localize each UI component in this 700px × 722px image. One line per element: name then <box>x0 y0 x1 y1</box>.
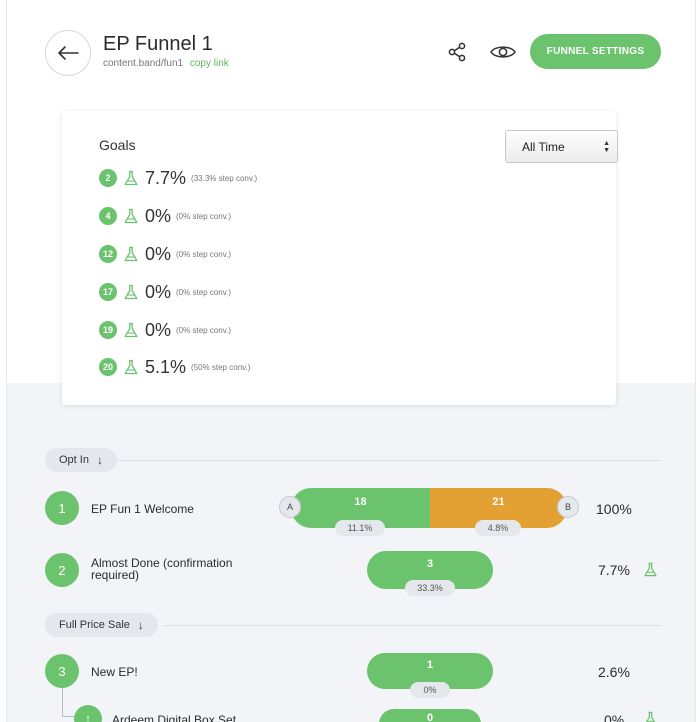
substep-upsell-badge: ↑ <box>74 705 102 722</box>
step-name[interactable]: New EP! <box>91 665 138 679</box>
goal-step-conversion: (50% step conv.) <box>191 362 251 372</box>
goal-percent: 0% <box>145 281 172 302</box>
funnel-settings-button[interactable]: FUNNEL SETTINGS <box>530 34 661 69</box>
section-full-price-sale[interactable]: Full Price Sale ↓ <box>45 613 158 637</box>
flask-icon <box>124 284 138 300</box>
step-conversion: 7.7% <box>598 562 630 578</box>
time-range-select[interactable]: All Time ▲ ▼ <box>505 130 618 163</box>
share-icon[interactable] <box>447 42 467 62</box>
goal-step-conversion: (0% step conv.) <box>176 287 231 297</box>
goal-row: 2 7.7% (33.3% step conv.) <box>99 166 257 190</box>
goal-step-conversion: (0% step conv.) <box>176 325 231 335</box>
funnel-background <box>7 383 695 722</box>
tree-connector <box>62 688 63 717</box>
goal-row: 12 0% (0% step conv.) <box>99 242 231 266</box>
section-divider <box>117 460 662 461</box>
goal-step-conversion: (0% step conv.) <box>176 249 231 259</box>
flask-icon <box>124 246 138 262</box>
funnel-url-line: content.band/fun1 copy link <box>103 58 229 69</box>
step-number: 2 <box>45 553 79 587</box>
arrow-down-icon: ↓ <box>96 453 103 467</box>
step-visitor-bar[interactable]: 0 <box>379 709 481 722</box>
arrow-down-icon: ↓ <box>137 618 144 632</box>
page-title: EP Funnel 1 <box>103 33 213 55</box>
step-number: 3 <box>45 654 79 688</box>
flask-icon <box>124 322 138 338</box>
goal-step-badge: 19 <box>99 321 117 339</box>
goal-percent: 5.1% <box>145 356 187 377</box>
back-button[interactable] <box>45 30 91 76</box>
step-conversion: 0% <box>604 712 625 722</box>
flask-icon <box>124 208 138 224</box>
goal-step-conversion: (0% step conv.) <box>176 211 231 221</box>
goals-card: Goals All Time ▲ ▼ 2 7.7% (33.3% step con… <box>62 111 618 405</box>
goal-percent: 7.7% <box>145 167 187 188</box>
goal-row: 19 0% (0% step conv.) <box>99 318 231 342</box>
variant-b-badge[interactable]: B <box>557 496 579 518</box>
step-name[interactable]: Ardeem Digital Box Set <box>112 713 237 722</box>
goal-step-conversion: (33.3% step conv.) <box>191 173 258 183</box>
goal-percent: 0% <box>145 205 172 226</box>
goal-step-badge: 17 <box>99 283 117 301</box>
goals-title: Goals <box>99 137 136 153</box>
select-arrows-icon: ▲ ▼ <box>603 140 610 154</box>
goal-step-badge: 4 <box>99 207 117 225</box>
section-label: Full Price Sale <box>59 619 130 631</box>
funnel-url: content.band/fun1 <box>103 58 184 69</box>
section-label: Opt In <box>59 454 89 466</box>
step-percent: 33.3% <box>405 580 455 596</box>
arrow-left-icon <box>58 46 79 60</box>
step-name[interactable]: EP Fun 1 Welcome <box>91 502 194 516</box>
goal-row: 4 0% (0% step conv.) <box>99 204 231 228</box>
time-range-value: All Time <box>522 139 565 154</box>
goal-step-badge: 12 <box>99 245 117 263</box>
goal-flask-icon <box>644 562 657 577</box>
goal-row: 17 0% (0% step conv.) <box>99 280 231 304</box>
step-percent: 0% <box>410 682 450 698</box>
step-conversion: 2.6% <box>598 664 630 680</box>
tree-connector <box>62 716 80 717</box>
goal-step-badge: 2 <box>99 169 117 187</box>
flask-icon <box>124 359 138 375</box>
section-opt-in[interactable]: Opt In ↓ <box>45 448 117 472</box>
goal-step-badge: 20 <box>99 358 117 376</box>
goal-percent: 0% <box>145 319 172 340</box>
step-name[interactable]: Almost Done (confirmation required) <box>91 556 233 582</box>
copy-link[interactable]: copy link <box>189 58 229 69</box>
step-conversion: 100% <box>596 501 632 517</box>
section-divider <box>163 625 662 626</box>
page-frame: EP Funnel 1 content.band/fun1 copy link … <box>6 0 696 722</box>
variant-a-badge[interactable]: A <box>279 496 301 518</box>
flask-icon <box>124 170 138 186</box>
goal-row: 20 5.1% (50% step conv.) <box>99 355 250 379</box>
goal-flask-icon <box>645 711 656 722</box>
step-number: 1 <box>45 491 79 525</box>
variant-a-percent: 11.1% <box>335 520 385 536</box>
variant-b-percent: 4.8% <box>475 520 521 536</box>
eye-icon[interactable] <box>489 42 517 62</box>
goal-percent: 0% <box>145 243 172 264</box>
